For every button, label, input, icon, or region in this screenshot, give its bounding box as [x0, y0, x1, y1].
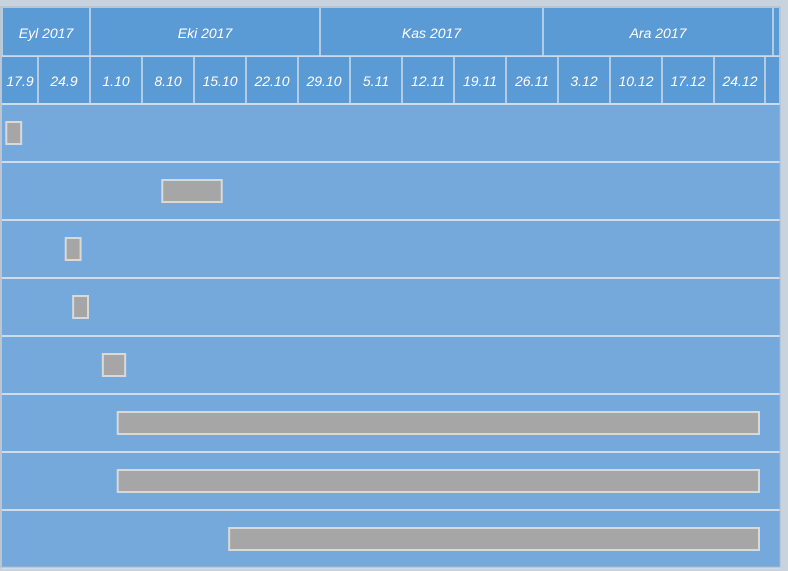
task-bar: [101, 353, 127, 377]
week-label: 8.10: [154, 73, 181, 89]
task-bar: [116, 411, 760, 435]
task-row: [2, 278, 780, 336]
week-label: 15.10: [202, 73, 237, 89]
month-label: Kas 2017: [402, 25, 462, 41]
task-bar: [161, 179, 223, 203]
task-bar: [72, 295, 90, 319]
week-header: [2, 57, 779, 104]
task-bar: [64, 237, 82, 261]
month-header: [2, 8, 779, 56]
month-label: Eyl 2017: [19, 25, 75, 41]
task-row: [2, 104, 780, 162]
week-label: 29.10: [305, 73, 341, 89]
task-row: [2, 336, 780, 394]
week-label: 17.9: [6, 73, 33, 89]
week-label: 24.9: [49, 73, 77, 89]
week-label: 3.12: [570, 73, 597, 89]
chart-border: [0, 6, 781, 568]
week-label: 5.11: [363, 73, 389, 89]
week-label: 1.10: [102, 73, 129, 89]
week-label: 12.11: [411, 73, 445, 89]
month-label: Ara 2017: [629, 25, 688, 41]
task-row: [2, 162, 780, 220]
task-row: [2, 220, 780, 278]
week-label: 26.11: [514, 73, 549, 89]
week-label: 24.12: [721, 73, 757, 89]
week-label: 17.12: [670, 73, 705, 89]
week-label: 10.12: [618, 73, 653, 89]
week-label: 19.11: [463, 73, 497, 89]
task-bar: [228, 527, 760, 551]
month-label: Eki 2017: [178, 25, 234, 41]
week-label: 22.10: [253, 73, 289, 89]
task-bar: [116, 469, 760, 493]
task-bar: [5, 121, 23, 145]
